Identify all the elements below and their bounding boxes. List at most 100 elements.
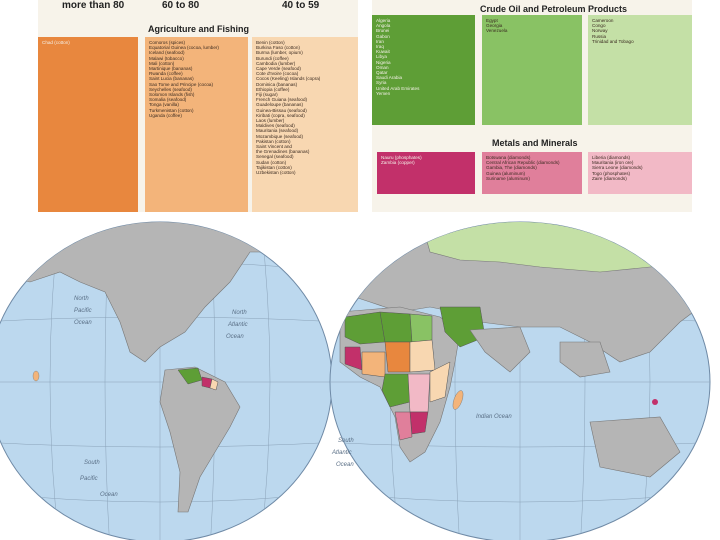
north-pacific-label-2: Pacific xyxy=(74,308,92,314)
list-item: Liberia (diamonds) xyxy=(592,155,631,160)
list-item: the Grenadines (bananas) xyxy=(256,149,310,155)
list-item: Dominica (bananas) xyxy=(256,81,298,87)
list-item: Botswana (diamonds) xyxy=(486,155,531,160)
north-atlantic-label-2: Atlantic xyxy=(227,322,248,328)
list-item: Congo xyxy=(592,23,606,29)
list-item: Mali (cotton) xyxy=(149,60,175,66)
botswana-region xyxy=(394,411,413,441)
agri-col1-list: Chad (cotton) xyxy=(38,37,138,45)
list-item: Syria xyxy=(376,80,387,86)
list-item: Angola xyxy=(376,23,391,29)
metals-section-title: Metals and Minerals xyxy=(492,138,578,148)
north-atlantic-label-3: Ocean xyxy=(226,334,244,340)
southeast-asia-landmass xyxy=(559,341,611,378)
agri-col3-list: Benin (cotton) Burkina Faso (cotton) Bur… xyxy=(252,37,358,175)
list-item: Georgia xyxy=(486,23,503,29)
column-header-more-than-80: more than 80 xyxy=(62,0,125,11)
list-item: Kiribati (copra, seafood) xyxy=(256,112,305,118)
list-item: Sudan (cotton) xyxy=(256,159,287,165)
south-america-landmass xyxy=(159,366,241,513)
list-item: Iran xyxy=(376,38,384,44)
list-item: Yemen xyxy=(376,90,391,96)
list-item: Libya xyxy=(376,54,387,60)
india-landmass xyxy=(469,326,531,373)
metals-dark-box: Nauru (phosphates) Zambia (copper) xyxy=(377,152,475,194)
north-atlantic-label-1: North xyxy=(232,310,247,316)
list-item: Maldives (seafood) xyxy=(256,123,295,129)
list-item: Nauru (phosphates) xyxy=(381,155,422,160)
pacific-island-marker xyxy=(32,370,40,382)
oil-section-title: Crude Oil and Petroleum Products xyxy=(480,4,628,14)
agri-40-to-59-box: Benin (cotton) Burkina Faso (cotton) Bur… xyxy=(252,37,358,212)
list-item: Burma (lumber, opium) xyxy=(256,50,303,56)
list-item: Cocos (Keeling) Islands (copra) xyxy=(256,76,321,82)
list-item: Solomon Islands (fish) xyxy=(149,92,195,98)
agri-more-than-80-box: Chad (cotton) xyxy=(38,37,138,212)
list-item: Zaire (diamonds) xyxy=(592,175,627,181)
south-pacific-label-3: Ocean xyxy=(100,492,118,498)
list-item: Kuwait xyxy=(376,49,390,55)
list-item: Guadeloupe (bananas) xyxy=(256,102,303,108)
egypt-region xyxy=(409,313,433,343)
oil-mid-box: Egypt Georgia Venezuela xyxy=(482,15,582,125)
list-item: Gambia, The (diamonds) xyxy=(486,165,537,171)
list-item: Brunei xyxy=(376,28,390,34)
list-item: Cote d'Ivoire (cocoa) xyxy=(256,71,299,77)
list-item: Gabon xyxy=(376,33,390,39)
list-item: Sao Tome and Principe (cocoa) xyxy=(149,81,214,87)
met-col2-list: Botswana (diamonds) Central African Repu… xyxy=(482,152,582,181)
list-item: Benin (cotton) xyxy=(256,40,285,45)
list-item: Cape Verde (seafood) xyxy=(256,66,301,72)
list-item: Iraq xyxy=(376,44,384,50)
north-pacific-label-3: Ocean xyxy=(74,320,92,326)
south-pacific-label-2: Pacific xyxy=(80,476,98,482)
list-item: Central African Republic (diamonds) xyxy=(486,160,560,166)
list-item: Tonga (vanilla) xyxy=(149,102,179,108)
french-guiana-region xyxy=(209,378,219,391)
sahel-region xyxy=(361,351,386,378)
list-item: Uzbekistan (cotton) xyxy=(256,170,296,176)
list-item: Burundi (coffee) xyxy=(256,55,289,61)
oil-dark-box: Algeria Angola Brunei Gabon Iran Iraq Ku… xyxy=(372,15,475,125)
list-item: Senegal (seafood) xyxy=(256,154,294,160)
algeria-region xyxy=(344,311,386,345)
oil-col3-list: Cameroon Congo Norway Russia Trinidad an… xyxy=(588,15,692,44)
east-africa-region xyxy=(429,361,451,403)
column-header-60-to-80: 60 to 80 xyxy=(162,0,200,11)
list-item: Zambia (copper) xyxy=(381,160,415,166)
list-item: Nigeria xyxy=(376,59,391,65)
metals-light-box: Liberia (diamonds) Mauritania (iron ore)… xyxy=(588,152,692,194)
list-item: Oman xyxy=(376,64,389,70)
list-item: Uganda (coffee) xyxy=(149,112,182,118)
list-item: Egypt xyxy=(486,18,498,23)
list-item: Guinea (aluminum) xyxy=(486,170,526,176)
north-pacific-label-1: North xyxy=(74,296,89,302)
madagascar-region xyxy=(452,390,464,410)
list-item: Venezuela xyxy=(486,28,508,34)
south-atlantic-label-3: Ocean xyxy=(336,462,354,468)
resources-legend-panel: Crude Oil and Petroleum Products Algeria… xyxy=(372,0,692,212)
western-hemisphere: North Pacific Ocean North Atlantic Ocean… xyxy=(0,221,333,540)
list-item: Seychelles (seafood) xyxy=(149,86,192,92)
list-item: Trinidad and Tobago xyxy=(592,38,634,44)
list-item: French Guiana (seafood) xyxy=(256,97,308,103)
list-item: Equatorial Guinea (cocoa, lumber) xyxy=(149,45,219,51)
list-item: Turkmenistan (cotton) xyxy=(149,107,194,113)
world-map: North Pacific Ocean North Atlantic Ocean… xyxy=(0,212,720,540)
list-item: United Arab Emirates xyxy=(376,85,420,91)
list-item: Guinea-Bissau (seafood) xyxy=(256,107,307,113)
list-item: Iceland (seafood) xyxy=(149,50,185,56)
list-item: Rwanda (coffee) xyxy=(149,71,183,77)
list-item: Comoros (spices) xyxy=(149,40,185,45)
australia-landmass xyxy=(589,416,681,478)
met-col1-list: Nauru (phosphates) Zambia (copper) xyxy=(377,152,475,165)
nauru-marker xyxy=(652,399,658,405)
list-item: Fiji (sugar) xyxy=(256,92,278,98)
list-item: Suriname (aluminum) xyxy=(486,175,530,181)
zaire-region xyxy=(407,373,431,413)
list-item: Pakistan (cotton) xyxy=(256,138,291,144)
south-atlantic-label-1: South xyxy=(338,438,354,444)
list-item: Russia xyxy=(592,33,607,39)
list-item: Laos (lumber) xyxy=(256,118,285,124)
metals-mid-box: Botswana (diamonds) Central African Repu… xyxy=(482,152,582,194)
